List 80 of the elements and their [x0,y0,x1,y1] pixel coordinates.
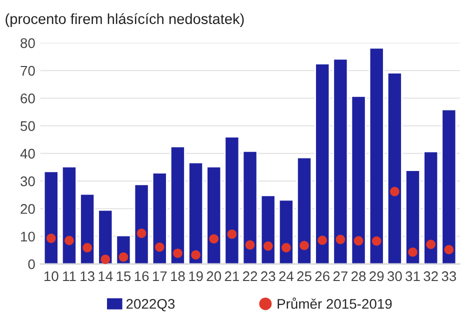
point [282,243,291,252]
bar [423,150,439,264]
bar [350,96,366,264]
legend-label: 2022Q3 [126,298,175,312]
point [245,240,255,250]
y-tick-label: 80 [20,38,35,48]
bar [152,172,168,264]
y-tick-label: 10 [21,232,35,242]
point [209,234,219,244]
y-tick-label: 50 [20,121,35,131]
x-tick-label: 20 [206,271,222,282]
chart-title: (procento firem hlásících nedostatek) [6,13,244,27]
x-tick-label: 24 [279,271,294,282]
y-tick-label: 30 [20,176,35,186]
bar [224,136,240,264]
bar [206,166,222,264]
bar [441,108,457,264]
bar [260,194,276,264]
bar [278,199,294,264]
y-tick-label: 40 [20,148,35,159]
bar [170,146,186,264]
point [46,234,56,243]
x-tick-label: 23 [261,271,276,282]
legend-label: Průměr 2015-2019 [278,297,392,309]
point [408,247,418,257]
x-tick-label: 26 [315,271,330,282]
x-tick-label: 15 [116,271,131,282]
x-tick-label: 21 [224,271,239,282]
point [426,240,436,250]
x-tick-label: 18 [171,271,185,282]
x-tick-label: 11 [63,271,76,282]
point [372,236,382,246]
point [100,254,110,264]
point [318,236,328,245]
y-tick-label: 0 [28,259,35,270]
x-tick-label: 28 [352,271,366,282]
bar [98,209,114,264]
bar [332,58,348,264]
point [336,234,346,244]
x-tick-label: 13 [80,271,94,282]
point [300,240,309,250]
x-tick-label: 10 [44,271,58,282]
point [390,186,400,196]
x-tick-label: 14 [98,271,113,282]
point [263,241,273,251]
x-tick-label: 30 [387,271,402,282]
point [136,228,146,238]
x-tick-label: 22 [243,271,258,282]
y-tick-label: 60 [20,94,35,104]
bar [188,162,204,264]
x-tick-label: 19 [189,271,203,282]
x-tick-label: 16 [134,271,149,282]
x-tick-label: 25 [297,271,312,282]
bar [405,170,421,264]
bar [43,170,59,264]
bar [80,193,96,264]
bar [368,47,384,264]
bar [296,156,312,264]
point [173,248,182,258]
bar [386,72,402,264]
x-tick-label: 29 [370,271,384,282]
point [154,242,164,252]
y-tick-label: 70 [20,66,35,76]
point [444,244,454,254]
bar [242,150,258,264]
x-tick-label: 32 [424,271,438,282]
point [227,229,237,239]
point [191,250,200,260]
x-tick-label: 17 [152,271,167,282]
point [64,236,74,246]
x-tick-label: 33 [442,271,456,282]
x-tick-label: 31 [406,271,420,282]
bar [134,184,150,264]
point [354,236,364,246]
x-tick-label: 27 [333,271,348,282]
bar [314,62,330,264]
point [118,252,128,262]
bar [61,166,77,264]
point [82,243,92,252]
y-tick-label: 20 [20,204,35,214]
